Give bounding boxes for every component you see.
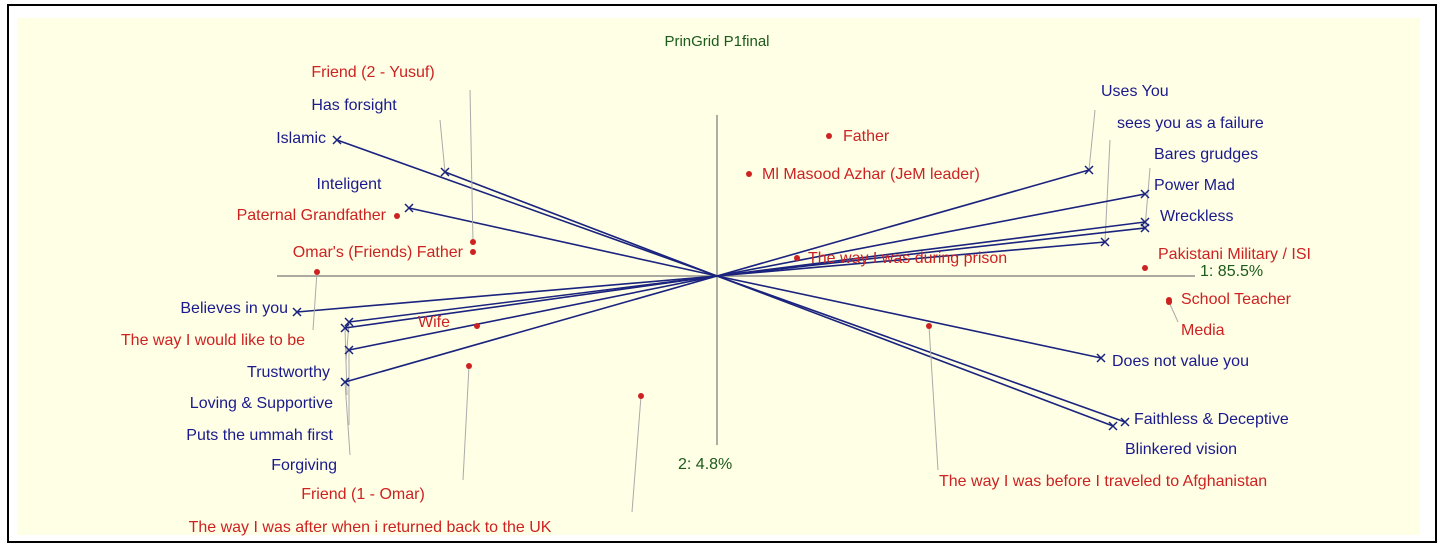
element-label: Friend (2 - Yusuf) <box>311 64 434 81</box>
construct-vector <box>716 275 1114 427</box>
construct-vector <box>348 275 718 351</box>
construct-marker <box>1100 237 1110 247</box>
construct-label: Faithless & Deceptive <box>1134 411 1289 428</box>
leader-line <box>469 89 474 243</box>
construct-label: Puts the ummah first <box>186 427 333 444</box>
element-point <box>826 133 832 139</box>
construct-marker <box>292 307 302 317</box>
element-point <box>926 323 932 329</box>
construct-label: Bares grudges <box>1154 146 1258 163</box>
leader-line <box>631 395 642 513</box>
construct-marker <box>404 203 414 213</box>
construct-vector <box>296 275 718 313</box>
element-point <box>470 249 476 255</box>
construct-vector <box>408 207 718 277</box>
element-point <box>474 323 480 329</box>
leader-line <box>462 365 470 481</box>
element-point <box>1166 299 1172 305</box>
element-label: Omar's (Friends) Father <box>293 244 464 261</box>
element-point <box>746 171 752 177</box>
element-label: Wife <box>418 314 450 331</box>
leader-line <box>1104 139 1111 243</box>
construct-vector <box>716 275 1102 359</box>
leader-line <box>1088 109 1096 171</box>
element-point <box>638 393 644 399</box>
construct-label: Does not value you <box>1112 353 1249 370</box>
construct-vector <box>716 241 1106 277</box>
element-label: Media <box>1181 322 1225 339</box>
construct-marker <box>340 377 350 387</box>
leader-line <box>1168 301 1179 323</box>
element-point <box>314 269 320 275</box>
leader-line <box>312 271 318 331</box>
construct-vector <box>716 193 1146 277</box>
leader-line <box>439 119 446 173</box>
chart-title: PrinGrid P1final <box>664 33 769 50</box>
construct-marker <box>1108 421 1118 431</box>
element-point <box>794 255 800 261</box>
construct-label: Blinkered vision <box>1125 441 1237 458</box>
construct-vector <box>716 227 1146 277</box>
element-label: The way I was before I traveled to Afgha… <box>939 473 1267 490</box>
element-label: Friend (1 - Omar) <box>301 486 425 503</box>
leader-line <box>344 381 351 456</box>
construct-marker <box>440 167 450 177</box>
construct-label: Wreckless <box>1160 208 1234 225</box>
construct-marker <box>344 317 354 327</box>
element-point <box>394 213 400 219</box>
construct-marker <box>1140 217 1150 227</box>
leader-line <box>928 325 939 471</box>
construct-label: Power Mad <box>1154 177 1235 194</box>
construct-label: Has forsight <box>311 97 397 114</box>
leader-line <box>1144 167 1151 229</box>
construct-vector <box>344 275 718 329</box>
construct-vector <box>444 171 718 277</box>
construct-marker <box>1140 189 1150 199</box>
construct-label: Islamic <box>276 130 326 147</box>
construct-label: Forgiving <box>271 457 337 474</box>
element-point <box>466 363 472 369</box>
element-label: The way I was during prison <box>808 250 1007 267</box>
construct-label: Loving & Supportive <box>190 395 333 412</box>
element-label: Paternal Grandfather <box>237 207 387 224</box>
construct-vector <box>348 275 718 323</box>
element-label: The way I was after when i returned back… <box>189 519 552 536</box>
element-label: School Teacher <box>1181 291 1292 308</box>
construct-label: Uses You <box>1101 83 1169 100</box>
element-point <box>1142 265 1148 271</box>
construct-marker <box>1096 353 1106 363</box>
construct-label: Believes in you <box>180 300 288 317</box>
element-point <box>470 239 476 245</box>
construct-marker <box>1120 417 1130 427</box>
construct-vector <box>344 275 718 383</box>
construct-vector <box>716 169 1090 277</box>
element-label: Ml Masood Azhar (JeM leader) <box>762 166 980 183</box>
construct-marker <box>1084 165 1094 175</box>
construct-marker <box>344 345 354 355</box>
construct-vector <box>716 221 1146 277</box>
construct-label: Trustworthy <box>247 364 330 381</box>
construct-marker <box>332 135 342 145</box>
x-axis-label: 1: 85.5% <box>1200 263 1263 280</box>
construct-vector <box>716 275 1126 423</box>
construct-label: sees you as a failure <box>1117 115 1264 132</box>
construct-label: Inteligent <box>317 176 382 193</box>
element-label: The way I would like to be <box>121 332 305 349</box>
construct-marker <box>340 323 350 333</box>
element-label: Pakistani Military / ISI <box>1158 246 1311 263</box>
element-label: Father <box>843 128 890 145</box>
construct-vector <box>336 139 718 277</box>
leader-line <box>345 321 350 363</box>
y-axis-label: 2: 4.8% <box>678 456 732 473</box>
